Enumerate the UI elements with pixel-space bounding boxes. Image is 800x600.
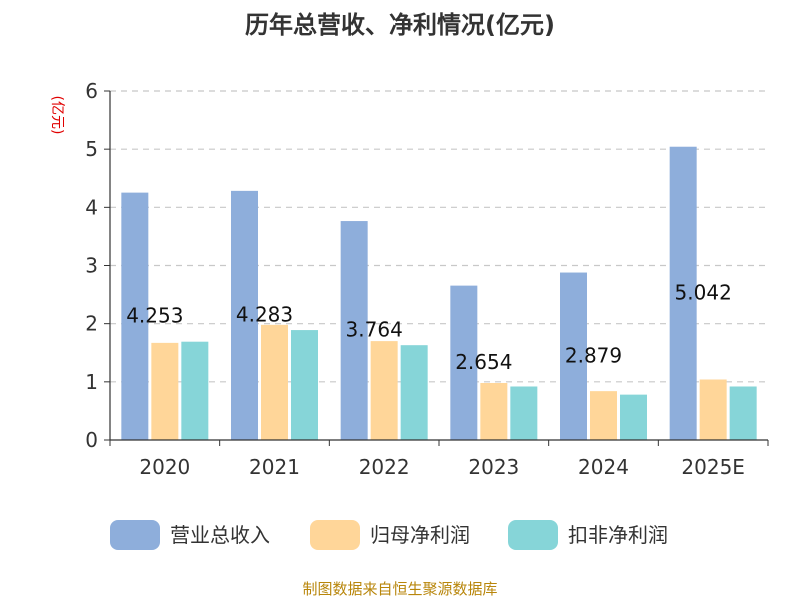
legend-item: 归母净利润 xyxy=(310,520,470,550)
x-tick-label: 2025E xyxy=(681,455,745,479)
bar-3 xyxy=(729,386,757,440)
y-tick-label: 5 xyxy=(85,137,98,161)
bar-data-label: 4.253 xyxy=(126,303,183,327)
bar-1 xyxy=(450,285,478,440)
y-tick-label: 3 xyxy=(85,254,98,278)
bar-3 xyxy=(291,330,318,440)
bar-data-label: 4.283 xyxy=(236,302,293,326)
bar-3 xyxy=(400,345,428,440)
bar-3 xyxy=(181,341,209,440)
legend-item: 营业总收入 xyxy=(110,520,270,550)
bar-3 xyxy=(620,394,647,440)
bar-data-label: 2.879 xyxy=(565,343,622,367)
y-tick-label: 6 xyxy=(85,79,98,103)
x-tick-label: 2020 xyxy=(139,455,190,479)
x-tick-label: 2022 xyxy=(359,455,410,479)
axes: 0 1 2 3 4 5 6 2020 2021 2022 2023 2024 2025E xyxy=(85,79,769,479)
y-axis-unit-label: (亿元) xyxy=(49,96,65,135)
source-note: 制图数据来自恒生聚源数据库 xyxy=(302,580,497,598)
grid-lines xyxy=(110,90,768,383)
legend-swatch xyxy=(310,520,360,550)
bar-2 xyxy=(480,382,508,440)
x-tick-label: 2024 xyxy=(578,455,629,479)
bar-1 xyxy=(560,272,587,440)
bar-2 xyxy=(699,379,727,440)
bar-1 xyxy=(231,190,258,440)
x-tick-label: 2021 xyxy=(249,455,300,479)
legend-item: 扣非净利润 xyxy=(508,520,668,550)
y-tick-label: 0 xyxy=(85,428,98,452)
bar-data-label: 3.764 xyxy=(346,318,403,342)
bars xyxy=(121,146,757,440)
y-tick-label: 2 xyxy=(85,312,98,336)
bar-data-label: 5.042 xyxy=(675,280,732,304)
legend-swatch xyxy=(508,520,558,550)
legend-label: 归母净利润 xyxy=(370,523,470,547)
legend: 营业总收入 归母净利润 扣非净利润 xyxy=(110,520,668,550)
bar-2 xyxy=(261,324,288,440)
legend-label: 营业总收入 xyxy=(170,523,270,547)
legend-label: 扣非净利润 xyxy=(568,523,668,547)
legend-swatch xyxy=(110,520,160,550)
bar-1 xyxy=(121,192,149,440)
bar-3 xyxy=(510,386,538,440)
bar-1 xyxy=(669,146,697,440)
y-tick-label: 4 xyxy=(85,195,98,219)
x-tick-label: 2023 xyxy=(468,455,519,479)
data-labels: 4.253 4.283 3.764 2.654 2.879 5.042 xyxy=(126,280,732,373)
bar-1 xyxy=(340,221,368,440)
bar-2 xyxy=(151,342,179,440)
bar-data-label: 2.654 xyxy=(455,350,512,374)
bar-2 xyxy=(370,341,398,440)
y-tick-label: 1 xyxy=(85,370,98,394)
bar-2 xyxy=(590,391,617,440)
chart-title: 历年总营收、净利情况(亿元) xyxy=(245,11,555,39)
